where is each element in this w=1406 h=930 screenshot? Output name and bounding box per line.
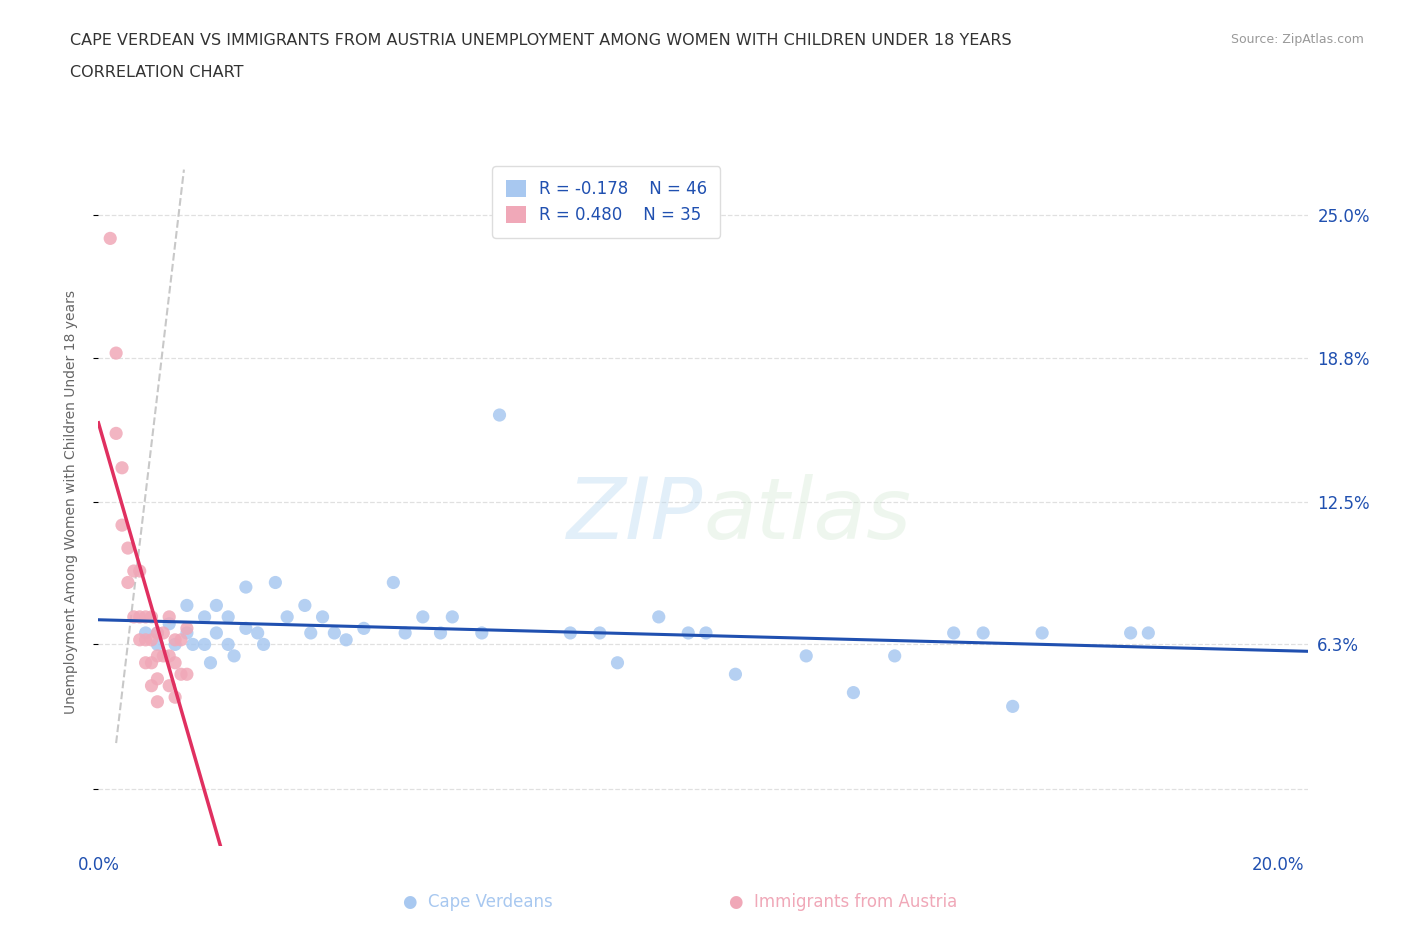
Point xyxy=(157,648,180,663)
Point xyxy=(353,621,375,636)
Point xyxy=(122,564,145,578)
Point xyxy=(128,609,150,624)
Point xyxy=(429,626,451,641)
Point xyxy=(146,626,169,641)
Point xyxy=(135,609,157,624)
Point xyxy=(141,632,163,647)
Text: ●  Immigrants from Austria: ● Immigrants from Austria xyxy=(730,893,957,911)
Text: ZIP: ZIP xyxy=(567,474,703,557)
Point xyxy=(146,671,169,686)
Point xyxy=(323,626,346,641)
Point xyxy=(678,626,700,641)
Point xyxy=(170,632,193,647)
Point xyxy=(222,648,245,663)
Point xyxy=(394,626,416,641)
Point xyxy=(382,575,405,590)
Point xyxy=(111,460,134,475)
Point xyxy=(165,637,187,652)
Point xyxy=(488,407,510,422)
Point xyxy=(176,626,198,641)
Point xyxy=(157,609,180,624)
Point xyxy=(117,575,139,590)
Point xyxy=(560,626,582,641)
Text: CORRELATION CHART: CORRELATION CHART xyxy=(70,65,243,80)
Point xyxy=(1001,699,1024,714)
Point xyxy=(157,678,180,693)
Y-axis label: Unemployment Among Women with Children Under 18 years: Unemployment Among Women with Children U… xyxy=(63,290,77,714)
Point xyxy=(170,667,193,682)
Point xyxy=(252,637,274,652)
Point xyxy=(217,637,239,652)
Point xyxy=(441,609,464,624)
Point xyxy=(157,617,180,631)
Point xyxy=(98,231,121,246)
Point xyxy=(276,609,298,624)
Point xyxy=(972,626,994,641)
Point xyxy=(176,667,198,682)
Point xyxy=(942,626,965,641)
Point xyxy=(842,685,865,700)
Text: atlas: atlas xyxy=(703,474,911,557)
Point xyxy=(135,656,157,671)
Point xyxy=(1137,626,1160,641)
Point xyxy=(235,621,257,636)
Point xyxy=(146,626,169,641)
Point xyxy=(152,648,174,663)
Point xyxy=(1031,626,1053,641)
Point xyxy=(165,690,187,705)
Point xyxy=(181,637,204,652)
Point xyxy=(128,632,150,647)
Point xyxy=(217,609,239,624)
Point xyxy=(194,609,217,624)
Point xyxy=(141,609,163,624)
Point xyxy=(141,678,163,693)
Point xyxy=(335,632,357,647)
Point xyxy=(176,598,198,613)
Point xyxy=(146,637,169,652)
Point xyxy=(235,579,257,594)
Point xyxy=(117,540,139,555)
Point xyxy=(165,656,187,671)
Text: Source: ZipAtlas.com: Source: ZipAtlas.com xyxy=(1230,33,1364,46)
Point xyxy=(122,609,145,624)
Point xyxy=(246,626,269,641)
Point xyxy=(105,346,128,361)
Point xyxy=(128,564,150,578)
Point xyxy=(589,626,612,641)
Point xyxy=(176,621,198,636)
Point xyxy=(135,632,157,647)
Point xyxy=(141,656,163,671)
Point xyxy=(135,626,157,641)
Text: ●  Cape Verdeans: ● Cape Verdeans xyxy=(404,893,553,911)
Point xyxy=(311,609,333,624)
Legend: R = -0.178    N = 46, R = 0.480    N = 35: R = -0.178 N = 46, R = 0.480 N = 35 xyxy=(492,166,720,238)
Point xyxy=(105,426,128,441)
Point xyxy=(200,656,222,671)
Point xyxy=(165,632,187,647)
Point xyxy=(299,626,322,641)
Point xyxy=(794,648,817,663)
Point xyxy=(606,656,628,671)
Text: CAPE VERDEAN VS IMMIGRANTS FROM AUSTRIA UNEMPLOYMENT AMONG WOMEN WITH CHILDREN U: CAPE VERDEAN VS IMMIGRANTS FROM AUSTRIA … xyxy=(70,33,1012,47)
Point xyxy=(111,518,134,533)
Point xyxy=(205,626,228,641)
Point xyxy=(883,648,905,663)
Point xyxy=(152,626,174,641)
Point xyxy=(194,637,217,652)
Point xyxy=(695,626,717,641)
Point xyxy=(1119,626,1142,641)
Point xyxy=(264,575,287,590)
Point xyxy=(205,598,228,613)
Point xyxy=(294,598,316,613)
Point xyxy=(146,695,169,710)
Point xyxy=(648,609,671,624)
Point xyxy=(146,648,169,663)
Point xyxy=(471,626,494,641)
Point xyxy=(724,667,747,682)
Point xyxy=(412,609,434,624)
